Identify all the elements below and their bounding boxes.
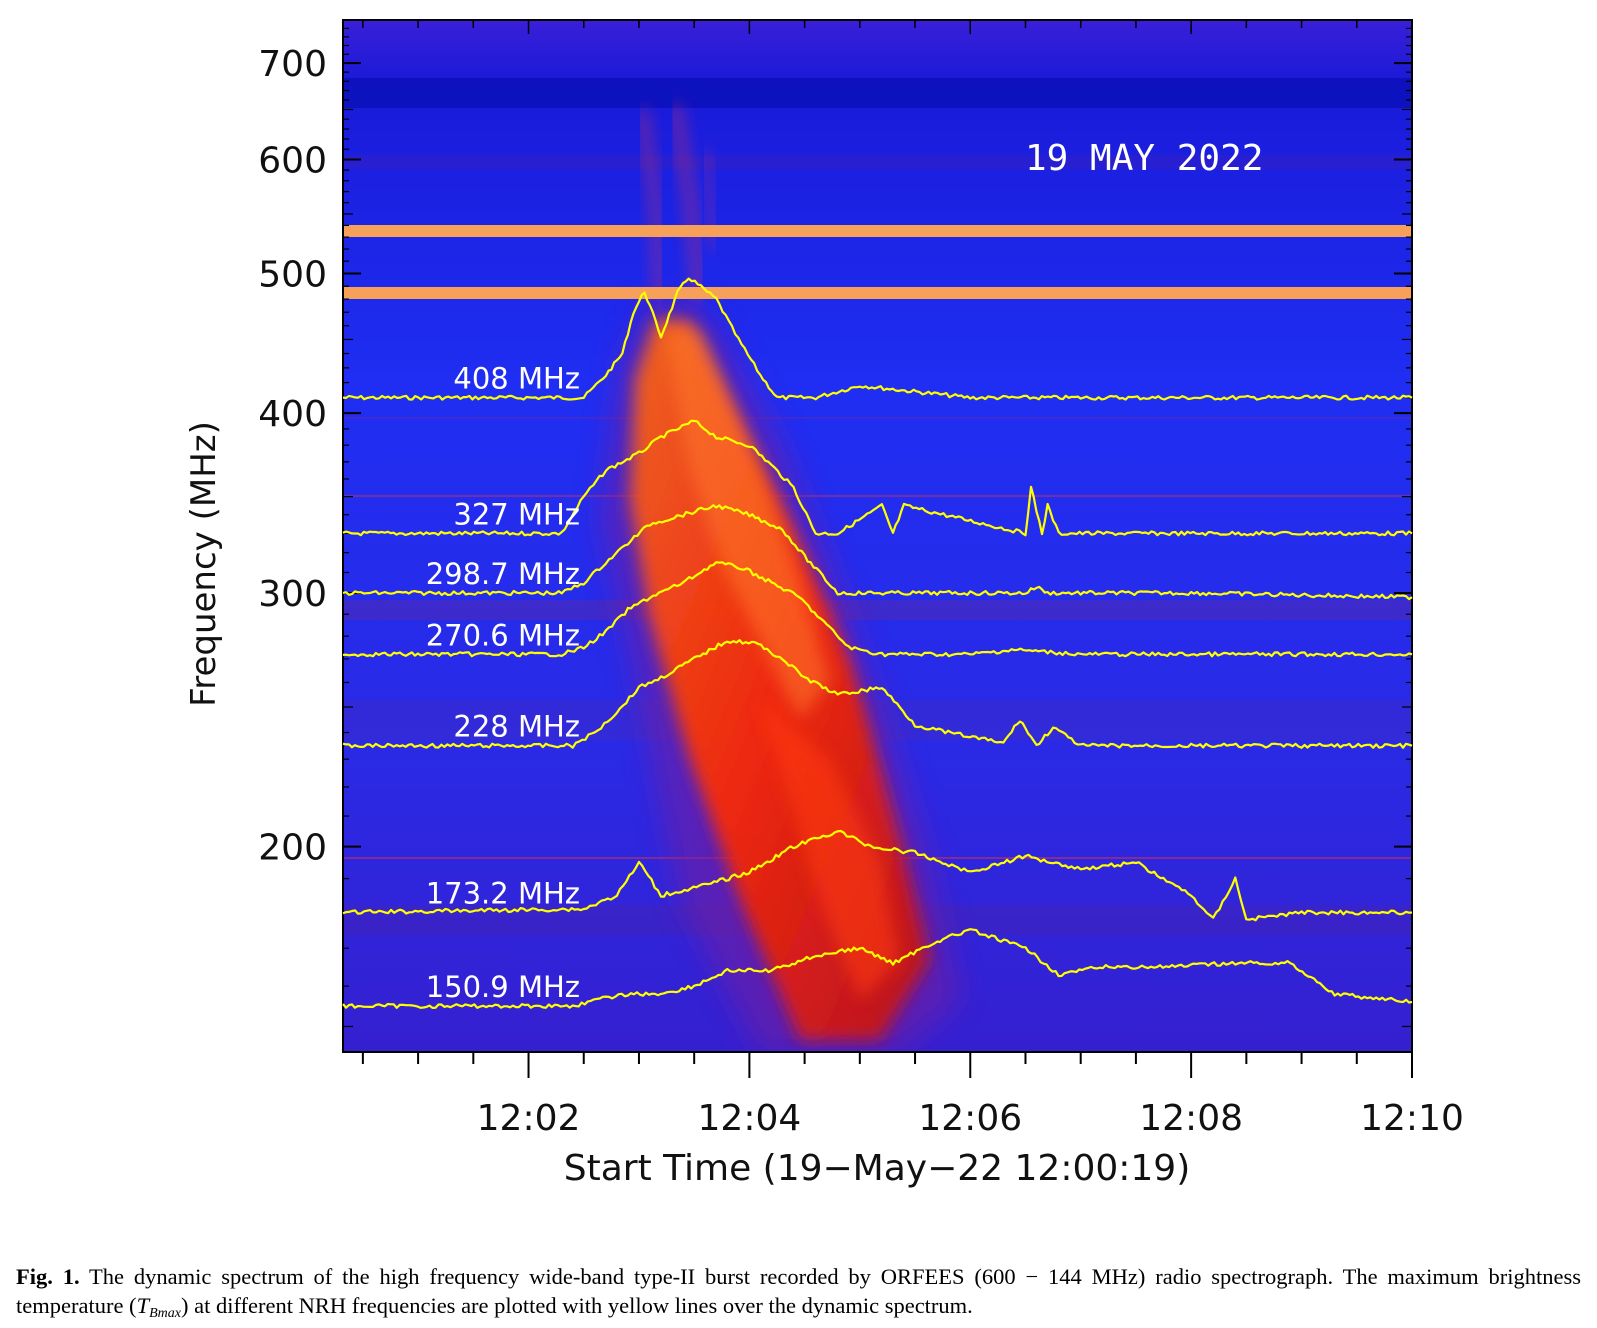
trace-label: 270.6 MHz <box>426 618 580 652</box>
trace-line <box>342 277 1413 401</box>
trace-line <box>342 928 1413 1010</box>
trace-label: 150.9 MHz <box>426 970 580 1004</box>
caption-text: The dynamic spectrum of the high frequen… <box>16 1264 1581 1318</box>
y-axis-ticks: 200 300 400 500 600 700 <box>258 27 1412 1028</box>
x-tick-label: 12:08 <box>1139 1098 1243 1139</box>
date-label: 19 MAY 2022 <box>1025 138 1263 179</box>
x-tick-label: 12:10 <box>1360 1098 1464 1139</box>
y-tick-label: 200 <box>258 828 327 869</box>
x-tick-label: 12:04 <box>698 1098 802 1139</box>
trace-line <box>342 561 1413 658</box>
trace-line <box>342 504 1413 601</box>
trace-line <box>342 638 1413 749</box>
trace-label: 408 MHz <box>453 362 580 396</box>
spectrogram-image <box>343 20 1412 1052</box>
figure-caption: Fig. 1. The dynamic spectrum of the high… <box>16 1262 1581 1328</box>
y-tick-label: 400 <box>258 394 327 435</box>
nrh-brightness-traces <box>342 277 1413 1010</box>
y-tick-label: 700 <box>258 44 327 85</box>
y-axis-label: Frequency (MHz) <box>184 421 224 707</box>
trace-label: 228 MHz <box>453 710 580 744</box>
x-axis-label: Start Time (19−May−22 12:00:19) <box>564 1148 1191 1189</box>
rfi-band-493 <box>343 287 1412 299</box>
y-tick-label: 500 <box>258 255 327 296</box>
x-axis-ticks: 12:02 12:04 12:06 12:08 12:10 <box>361 20 1464 1139</box>
y-tick-label: 600 <box>258 141 327 182</box>
trace-line <box>342 419 1413 537</box>
caption-symbol-subscript: Bmax <box>149 1306 181 1321</box>
x-tick-label: 12:02 <box>477 1098 581 1139</box>
rfi-band-544 <box>343 225 1412 237</box>
trace-label: 298.7 MHz <box>426 557 580 591</box>
trace-label: 173.2 MHz <box>426 876 580 910</box>
caption-text-end: ) at different NRH frequencies are plott… <box>180 1293 973 1318</box>
nrh-frequency-labels: 408 MHz 327 MHz 298.7 MHz 270.6 MHz 228 MHz 1… <box>426 362 580 1004</box>
caption-label: Fig. 1. <box>16 1264 80 1289</box>
trace-line <box>342 829 1413 922</box>
type-ii-burst-emission <box>600 104 960 1052</box>
y-tick-label: 300 <box>258 574 327 615</box>
caption-symbol: T <box>136 1293 150 1318</box>
x-tick-label: 12:06 <box>918 1098 1022 1139</box>
plot-frame <box>342 19 1413 1053</box>
trace-label: 327 MHz <box>453 497 580 531</box>
